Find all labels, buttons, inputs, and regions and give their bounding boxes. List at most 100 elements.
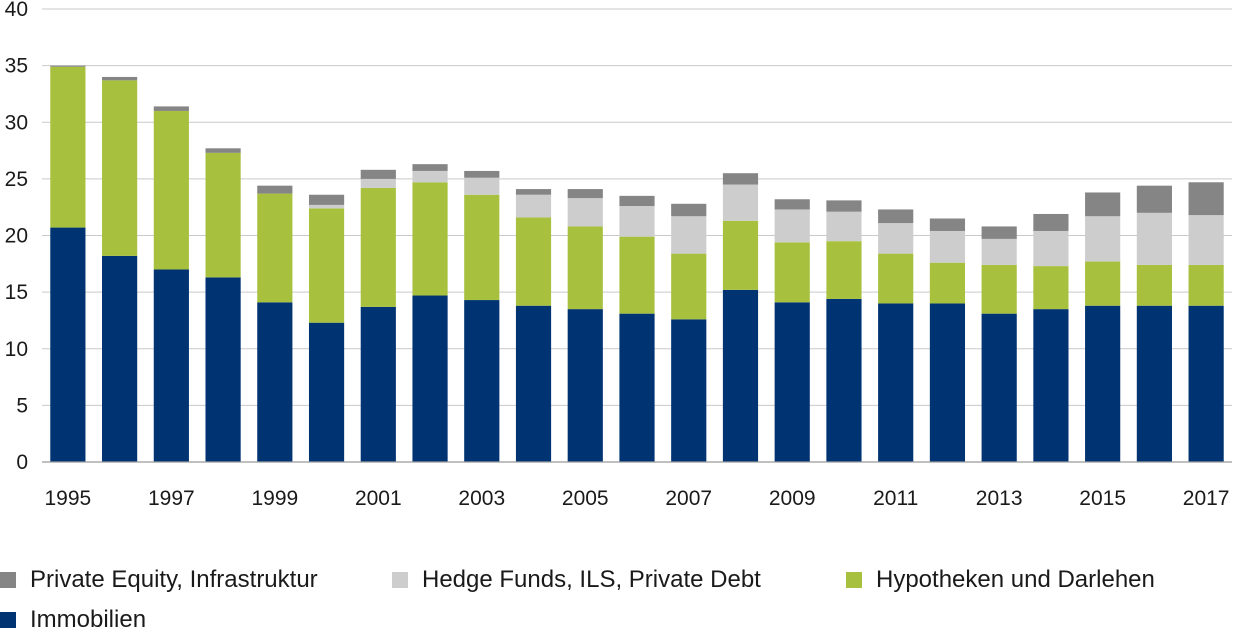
legend-swatch xyxy=(0,572,16,588)
bar-segment xyxy=(205,277,241,462)
legend-label: Hedge Funds, ILS, Private Debt xyxy=(422,566,761,593)
bar-segment xyxy=(102,255,138,462)
bar-segment xyxy=(153,110,189,270)
bar-segment xyxy=(360,187,396,307)
bar-segment xyxy=(1085,305,1121,462)
y-tick-label: 25 xyxy=(5,168,28,191)
bar-segment xyxy=(774,302,810,462)
bar-segment xyxy=(1188,215,1224,265)
bar-segment xyxy=(205,152,241,278)
bar-segment xyxy=(102,80,138,256)
bar-segment xyxy=(1188,182,1224,216)
bar-segment xyxy=(722,184,759,221)
x-tick-label: 1999 xyxy=(251,487,298,510)
legend-item-immobilien: Immobilien xyxy=(0,606,146,634)
bar-segment xyxy=(464,170,500,178)
bar-segment xyxy=(1085,261,1121,306)
bar-segment xyxy=(1033,309,1069,462)
bar-segment xyxy=(878,223,914,254)
x-tick-label: 2017 xyxy=(1183,487,1230,510)
bar-segment xyxy=(464,300,500,462)
bar-segment xyxy=(412,182,448,296)
bar-segment xyxy=(722,289,759,462)
bar-segment xyxy=(308,208,345,323)
bar-segment xyxy=(1033,230,1069,267)
x-tick-label: 2005 xyxy=(562,487,609,510)
bar-segment xyxy=(929,262,966,304)
x-tick-label: 1997 xyxy=(148,487,195,510)
bar-segment xyxy=(774,242,810,303)
legend-swatch xyxy=(0,612,16,628)
bar-segment xyxy=(257,185,293,194)
bar-segment xyxy=(929,303,966,462)
bar-segment xyxy=(929,218,966,231)
bar-segment xyxy=(412,170,448,183)
x-tick-label: 2007 xyxy=(665,487,712,510)
bar-segment xyxy=(826,211,862,242)
bar-segment xyxy=(774,209,810,243)
bar-segment xyxy=(567,189,603,199)
bar-segment xyxy=(567,226,603,310)
bar-segment xyxy=(1136,264,1172,306)
bar-segment xyxy=(1085,192,1121,217)
bar-segment xyxy=(515,305,552,462)
y-tick-label: 15 xyxy=(5,281,28,304)
bar-segment xyxy=(50,65,86,67)
y-axis-ticks: 0 5 10 15 20 25 30 35 40 xyxy=(5,0,28,474)
bar-segment xyxy=(929,230,966,263)
bar-segment xyxy=(619,206,655,237)
y-tick-label: 0 xyxy=(16,451,28,474)
bar-segment xyxy=(308,204,345,209)
x-tick-label: 1995 xyxy=(45,487,92,510)
bar-segment xyxy=(412,295,448,462)
bar-segment xyxy=(257,302,293,462)
bar-segment xyxy=(826,298,862,462)
bar-segment xyxy=(567,198,603,227)
bar-segment xyxy=(1136,305,1172,462)
bar-segment xyxy=(671,319,707,462)
legend-label: Immobilien xyxy=(30,606,147,633)
bar-segment xyxy=(257,193,293,303)
bar-segment xyxy=(722,220,759,290)
y-tick-label: 40 xyxy=(5,0,28,21)
bar-segment xyxy=(1136,212,1172,265)
bar-segment xyxy=(308,194,345,205)
bar-segment xyxy=(722,173,759,185)
bar-segment xyxy=(981,264,1017,314)
bar-segment xyxy=(412,164,448,171)
bar-segment xyxy=(1188,264,1224,306)
bar-segment xyxy=(878,209,914,224)
bar-segment xyxy=(671,253,707,320)
x-tick-label: 2001 xyxy=(355,487,402,510)
x-tick-label: 2009 xyxy=(769,487,816,510)
bar-segment xyxy=(360,178,396,188)
bar-segment xyxy=(878,253,914,304)
bar-segment xyxy=(826,200,862,212)
bar-segment xyxy=(826,241,862,299)
bar-segment xyxy=(360,169,396,179)
bar-segment xyxy=(153,269,189,462)
y-tick-label: 35 xyxy=(5,55,28,78)
bar-segment xyxy=(619,236,655,314)
bar-segment xyxy=(50,227,86,462)
bar-segment xyxy=(567,309,603,462)
bar-segment xyxy=(981,238,1017,265)
bar-segment xyxy=(619,313,655,462)
bar-segment xyxy=(671,216,707,254)
bar-segment xyxy=(515,189,552,195)
legend-item-private-equity: Private Equity, Infrastruktur xyxy=(0,566,318,594)
y-tick-label: 5 xyxy=(16,394,28,417)
bar-segment xyxy=(360,306,396,462)
y-tick-label: 20 xyxy=(5,225,28,248)
bar-segment xyxy=(102,76,138,81)
bar-segment xyxy=(1136,185,1172,213)
y-tick-label: 10 xyxy=(5,338,28,361)
bar-segment xyxy=(464,194,500,301)
legend-swatch xyxy=(846,572,862,588)
bar-segment xyxy=(205,148,241,153)
x-tick-label: 2015 xyxy=(1079,487,1126,510)
bar-segment xyxy=(308,322,345,462)
x-tick-label: 2011 xyxy=(873,487,918,510)
legend-label: Hypotheken und Darlehen xyxy=(876,566,1155,593)
x-tick-label: 2013 xyxy=(976,487,1023,510)
